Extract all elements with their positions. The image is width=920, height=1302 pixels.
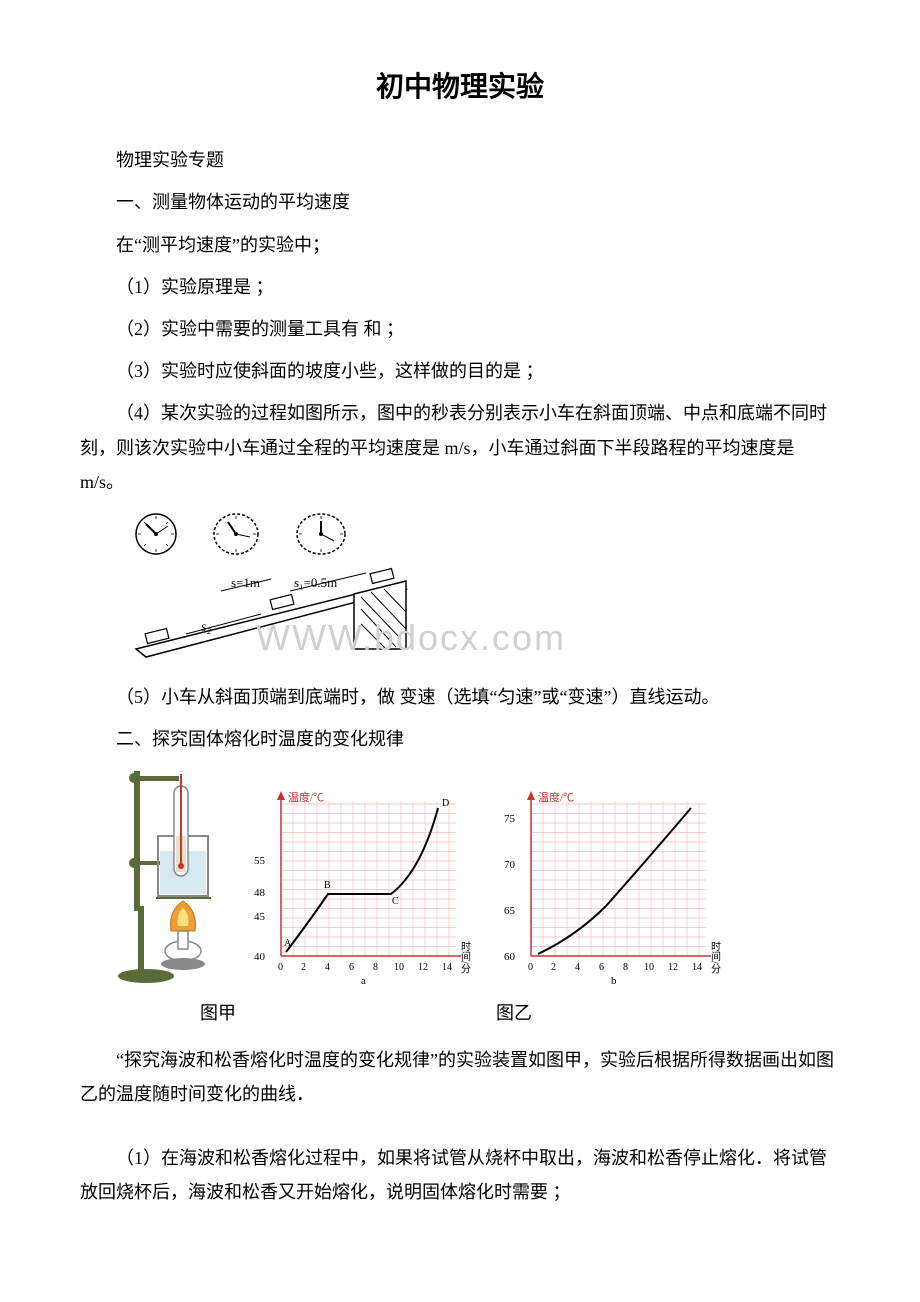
caption-right: 图乙 <box>496 996 532 1030</box>
svg-text:65: 65 <box>504 905 516 917</box>
clock-2 <box>214 514 258 554</box>
svg-text:60: 60 <box>504 951 516 963</box>
svg-text:4: 4 <box>325 962 330 973</box>
svg-text:48: 48 <box>254 887 266 899</box>
svg-text:75: 75 <box>504 813 516 825</box>
label-s1: s₁=0.5m <box>294 575 337 590</box>
clock-3 <box>297 514 345 554</box>
svg-text:b: b <box>611 975 617 986</box>
part1-figure: s=1m s₁=0.5m s₂ WWW.bdocx.com <box>116 509 840 670</box>
svg-text:12: 12 <box>668 962 678 973</box>
chart-a: 40 45 48 55 温度/℃ 0 2 4 6 8 10 12 14 A B … <box>246 786 476 986</box>
svg-text:10: 10 <box>644 962 654 973</box>
svg-text:4: 4 <box>575 962 580 973</box>
svg-text:0: 0 <box>278 962 283 973</box>
figure-captions: 图甲 图乙 <box>80 996 840 1030</box>
svg-text:45: 45 <box>254 911 266 923</box>
svg-text:A: A <box>284 938 292 949</box>
part2-desc: “探究海波和松香熔化时温度的变化规律”的实验装置如图甲，实验后根据所得数据画出如… <box>80 1043 840 1111</box>
svg-text:14: 14 <box>692 962 702 973</box>
part1-heading: 一、测量物体运动的平均速度 <box>80 185 840 219</box>
svg-text:0: 0 <box>528 962 533 973</box>
svg-text:10: 10 <box>394 962 404 973</box>
apparatus-diagram <box>116 766 226 986</box>
chart-b: 60 65 70 75 温度/℃ 0 2 4 6 8 10 12 14 b 时间… <box>496 786 726 986</box>
part1-q3: （3）实验时应使斜面的坡度小些，这样做的目的是 ； <box>80 354 840 388</box>
svg-text:14: 14 <box>442 962 452 973</box>
svg-text:70: 70 <box>504 859 516 871</box>
svg-text:B: B <box>324 880 331 891</box>
svg-text:C: C <box>392 896 399 907</box>
svg-text:6: 6 <box>349 962 354 973</box>
ramp: s=1m s₁=0.5m s₂ <box>136 568 406 657</box>
part1-q5: （5）小车从斜面顶端到底端时，做 变速（选填“匀速”或“变速”）直线运动。 <box>80 680 840 714</box>
svg-text:12: 12 <box>418 962 428 973</box>
part1-q4: （4）某次实验的过程如图所示，图中的秒表分别表示小车在斜面顶端、中点和底端不同时… <box>80 396 840 499</box>
svg-text:55: 55 <box>254 855 266 867</box>
part1-q1: （1）实验原理是 ； <box>80 270 840 304</box>
svg-text:8: 8 <box>373 962 378 973</box>
svg-text:D: D <box>442 798 449 809</box>
svg-text:40: 40 <box>254 951 266 963</box>
svg-text:6: 6 <box>599 962 604 973</box>
section-header: 物理实验专题 <box>80 143 840 177</box>
page-title: 初中物理实验 <box>80 60 840 113</box>
part2-heading: 二、探究固体熔化时温度的变化规律 <box>80 722 840 756</box>
svg-text:2: 2 <box>551 962 556 973</box>
svg-text:温度/℃: 温度/℃ <box>538 790 574 804</box>
svg-text:8: 8 <box>623 962 628 973</box>
svg-text:温度/℃: 温度/℃ <box>288 790 324 804</box>
svg-text:2: 2 <box>301 962 306 973</box>
caption-left: 图甲 <box>200 996 236 1030</box>
part1-intro: 在“测平均速度”的实验中； <box>80 228 840 262</box>
part2-figure: 40 45 48 55 温度/℃ 0 2 4 6 8 10 12 14 A B … <box>116 766 840 986</box>
svg-text:时间/分: 时间/分 <box>709 941 721 975</box>
clock-1 <box>136 514 176 554</box>
svg-text:a: a <box>361 975 366 986</box>
part1-q2: （2）实验中需要的测量工具有 和 ； <box>80 312 840 346</box>
part2-q1: （1）在海波和松香熔化过程中，如果将试管从烧杯中取出，海波和松香停止熔化．将试管… <box>80 1141 840 1209</box>
svg-text:时间/分: 时间/分 <box>459 941 471 975</box>
